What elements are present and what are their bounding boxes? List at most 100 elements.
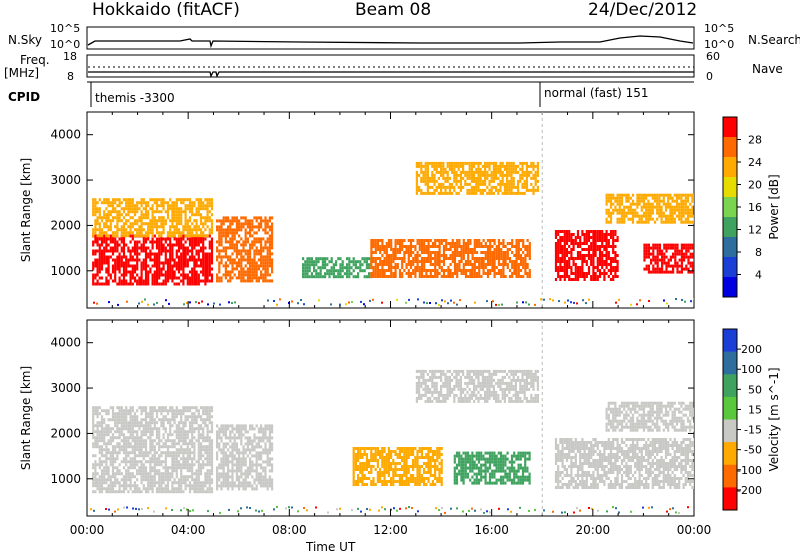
data-cell [92, 261, 95, 265]
data-cell [103, 418, 106, 422]
data-cell [387, 257, 391, 260]
data-cell [436, 254, 439, 257]
data-cell [434, 266, 437, 269]
data-cell [568, 260, 571, 263]
data-cell [166, 258, 170, 262]
data-cell [98, 228, 101, 232]
data-cell [335, 260, 338, 264]
data-cell [499, 185, 502, 189]
data-cell [420, 164, 423, 168]
data-cell [184, 210, 187, 214]
data-cell [180, 216, 183, 220]
data-cell [415, 176, 418, 180]
data-cell [204, 448, 207, 452]
data-cell [273, 300, 275, 302]
data-cell [94, 409, 97, 413]
data-cell [512, 161, 515, 165]
data-cell [127, 424, 130, 428]
data-cell [422, 191, 425, 195]
data-cell [186, 273, 189, 277]
data-cell [129, 210, 132, 214]
data-cell [111, 466, 115, 470]
data-cell [129, 427, 132, 431]
data-cell [444, 167, 447, 171]
data-cell [530, 170, 533, 174]
data-cell [475, 170, 478, 174]
data-cell [508, 269, 512, 272]
data-cell [511, 242, 514, 245]
data-cell [147, 472, 150, 476]
data-cell [504, 263, 507, 266]
data-cell [169, 231, 172, 235]
data-cell [693, 199, 694, 203]
data-cell [489, 239, 492, 242]
data-cell [343, 272, 346, 276]
data-cell [229, 228, 232, 232]
data-cell [155, 219, 159, 223]
data-cell [636, 193, 639, 197]
data-cell [96, 436, 99, 440]
data-cell [477, 179, 480, 183]
data-cell [191, 249, 194, 253]
data-cell [268, 273, 271, 277]
data-cell [210, 273, 214, 277]
data-cell [184, 240, 187, 244]
data-cell [605, 272, 608, 275]
data-cell [158, 409, 161, 413]
data-cell [182, 436, 185, 440]
data-cell [136, 442, 139, 446]
data-cell [262, 246, 265, 250]
data-cell [100, 460, 104, 464]
data-cell [202, 445, 205, 449]
data-cell [122, 412, 126, 416]
data-cell [423, 260, 426, 263]
data-cell [96, 219, 99, 223]
data-cell [475, 179, 478, 183]
data-cell [160, 445, 163, 449]
data-cell [532, 185, 535, 189]
data-cell [618, 196, 621, 200]
data-cell [111, 204, 115, 208]
data-cell [605, 233, 608, 236]
data-cell [92, 228, 95, 232]
data-cell [153, 219, 156, 223]
data-cell [240, 222, 243, 226]
data-cell [370, 254, 373, 257]
data-cell [324, 257, 327, 261]
data-cell [390, 260, 393, 263]
data-cell [417, 298, 419, 301]
data-cell [114, 475, 117, 479]
data-cell [107, 255, 110, 259]
data-cell [680, 220, 683, 224]
data-cell [667, 214, 670, 218]
data-cell [517, 254, 520, 257]
data-cell [235, 231, 238, 235]
data-cell [649, 208, 652, 212]
data-cell [415, 164, 418, 168]
data-cell [188, 475, 192, 479]
data-cell [151, 475, 154, 479]
data-cell [92, 273, 95, 277]
data-cell [175, 249, 178, 253]
data-cell [467, 260, 470, 263]
data-cell [238, 219, 241, 223]
data-cell [435, 161, 438, 165]
data-cell [227, 255, 230, 259]
data-cell [517, 263, 520, 266]
data-cell [605, 193, 608, 197]
data-cell [100, 454, 104, 458]
data-cell [129, 207, 132, 211]
data-cell [339, 266, 342, 270]
data-cell [98, 237, 101, 241]
data-cell [647, 193, 650, 197]
data-cell [136, 252, 139, 256]
data-cell [448, 164, 451, 168]
data-cell [210, 442, 214, 446]
data-cell [131, 267, 134, 271]
data-cell [114, 472, 117, 476]
data-cell [122, 261, 126, 265]
data-cell [448, 176, 451, 180]
data-cell [477, 176, 480, 180]
data-cell [605, 202, 608, 206]
data-cell [107, 448, 110, 452]
